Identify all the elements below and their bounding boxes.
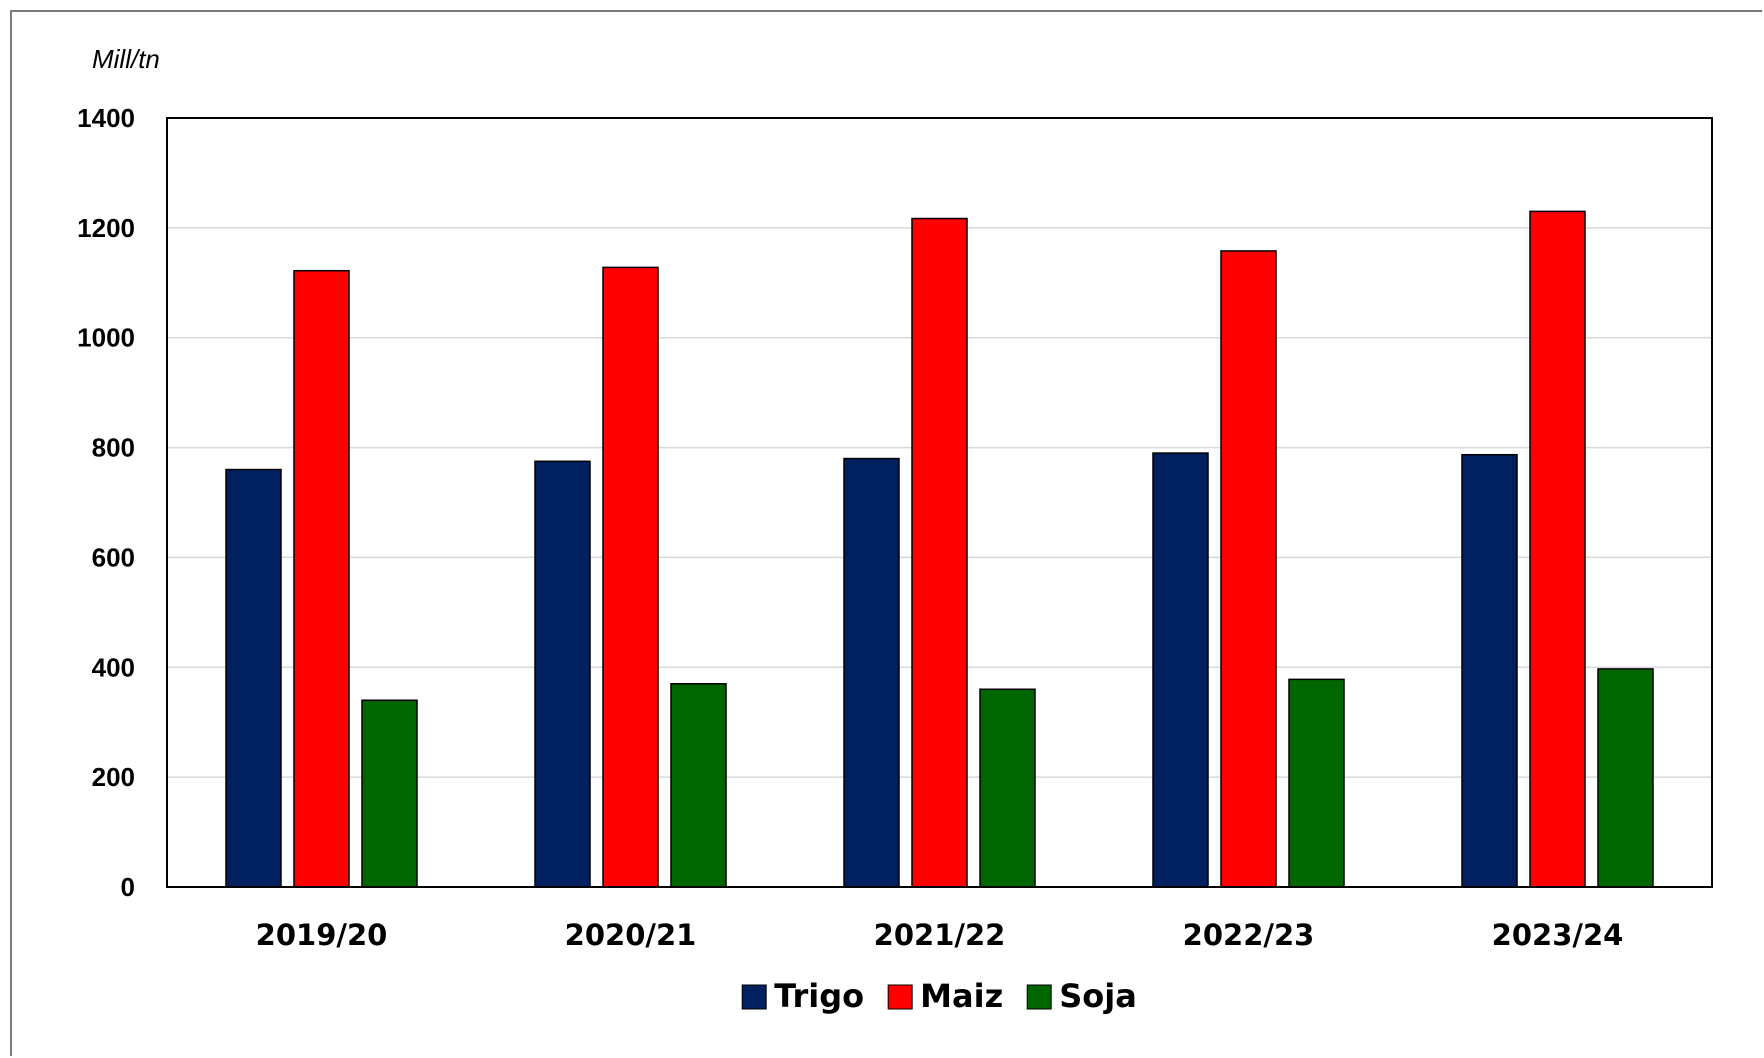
x-category-label: 2022/23 (1183, 918, 1315, 952)
y-axis-unit-label: Mill/tn (92, 44, 160, 74)
plot-area (166, 117, 1713, 888)
legend-swatch-soja (1026, 984, 1052, 1010)
legend-swatch-maiz (887, 984, 913, 1010)
bar-trigo-2021-22 (843, 457, 900, 888)
y-axis-tick-labels: 0 200 400 600 800 1000 1200 1400 (77, 103, 135, 902)
y-tick-label: 200 (92, 762, 135, 792)
x-category-label: 2020/21 (565, 918, 697, 952)
bar-trigo-2019-20 (225, 468, 282, 888)
bar-trigo-2020-21 (534, 460, 591, 888)
y-tick-label: 800 (92, 433, 135, 463)
y-tick-label: 600 (92, 542, 135, 572)
bar-maiz-2020-21 (602, 266, 659, 888)
bars (225, 210, 1654, 888)
bar-soja-2023-24 (1597, 668, 1654, 888)
bar-maiz-2023-24 (1529, 210, 1586, 888)
x-category-label: 2023/24 (1492, 918, 1624, 952)
legend-label-trigo: Trigo (774, 977, 864, 1015)
bar-soja-2019-20 (361, 699, 418, 888)
bar-maiz-2022-23 (1220, 250, 1277, 888)
bar-maiz-2021-22 (911, 217, 968, 888)
y-tick-label: 1000 (77, 323, 135, 353)
legend-swatch-trigo (741, 984, 767, 1010)
x-category-label: 2021/22 (874, 918, 1006, 952)
y-tick-label: 400 (92, 652, 135, 682)
y-tick-label: 1200 (77, 213, 135, 243)
bar-soja-2021-22 (979, 688, 1036, 888)
y-tick-label: 1400 (77, 103, 135, 133)
x-axis-category-labels: 2019/20 2020/21 2021/22 2022/23 2023/24 (256, 918, 1624, 952)
legend: Trigo Maiz Soja (741, 977, 1137, 1015)
bar-trigo-2023-24 (1461, 453, 1518, 888)
bar-soja-2020-21 (670, 683, 727, 888)
bar-soja-2022-23 (1288, 678, 1345, 888)
bar-trigo-2022-23 (1152, 452, 1209, 888)
bar-maiz-2019-20 (293, 269, 350, 888)
legend-label-soja: Soja (1059, 977, 1137, 1015)
y-tick-label: 0 (121, 872, 135, 902)
x-category-label: 2019/20 (256, 918, 388, 952)
legend-label-maiz: Maiz (920, 977, 1003, 1015)
